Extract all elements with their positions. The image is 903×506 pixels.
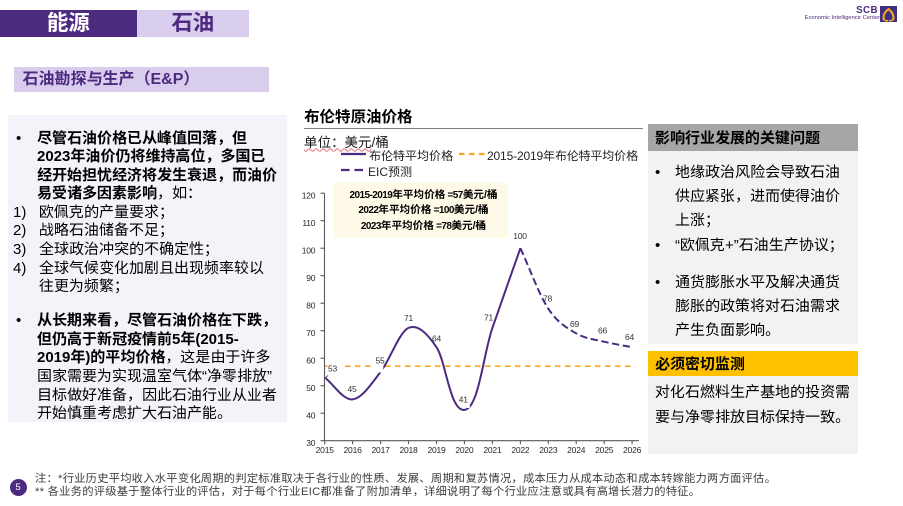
svg-text:71: 71	[404, 313, 414, 323]
svg-text:2022: 2022	[511, 445, 530, 455]
svg-text:2019: 2019	[427, 445, 446, 455]
svg-text:2021: 2021	[483, 445, 502, 455]
svg-text:2015: 2015	[316, 445, 335, 455]
svg-text:2025: 2025	[595, 445, 614, 455]
svg-text:69: 69	[570, 319, 580, 329]
svg-text:100: 100	[302, 245, 316, 255]
svg-text:53: 53	[328, 364, 338, 374]
svg-text:2016: 2016	[344, 445, 363, 455]
svg-text:71: 71	[484, 313, 494, 323]
svg-text:30: 30	[306, 438, 316, 448]
svg-text:2020: 2020	[455, 445, 474, 455]
svg-text:80: 80	[306, 300, 316, 310]
svg-text:110: 110	[302, 218, 315, 228]
svg-text:64: 64	[432, 334, 442, 344]
svg-text:90: 90	[306, 273, 316, 283]
svg-text:2024: 2024	[567, 445, 586, 455]
svg-text:55: 55	[375, 356, 385, 366]
svg-text:78: 78	[543, 294, 553, 304]
svg-text:64: 64	[625, 332, 635, 342]
svg-text:2026: 2026	[623, 445, 642, 455]
svg-text:50: 50	[306, 383, 316, 393]
svg-text:2017: 2017	[372, 445, 391, 455]
svg-text:60: 60	[306, 355, 316, 365]
svg-text:40: 40	[306, 410, 316, 420]
svg-text:41: 41	[459, 395, 469, 405]
svg-text:2023: 2023	[539, 445, 558, 455]
svg-text:2018: 2018	[399, 445, 418, 455]
svg-text:100: 100	[513, 231, 527, 241]
svg-text:70: 70	[306, 328, 316, 338]
svg-text:66: 66	[598, 326, 608, 336]
svg-text:45: 45	[347, 384, 357, 394]
svg-text:120: 120	[302, 190, 316, 200]
